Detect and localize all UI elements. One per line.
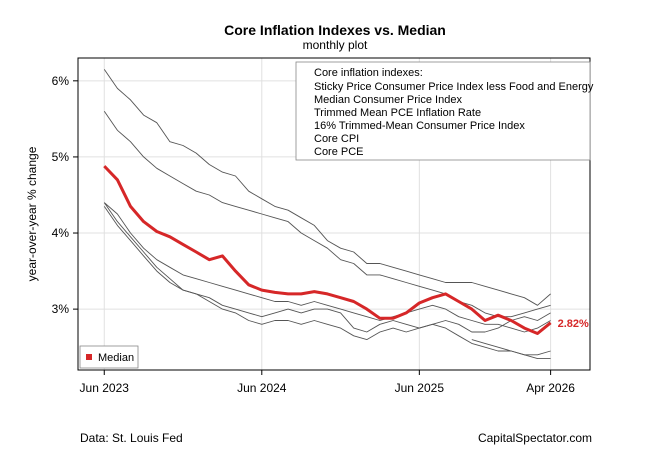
legend-entry: Core CPI — [314, 133, 359, 145]
plot-frame — [77, 57, 591, 371]
series-line-index-4 — [103, 206, 551, 333]
legend-entry: Core PCE — [314, 146, 364, 158]
y-axis: 3% 4% 5% 6% — [52, 74, 78, 316]
series-line-index-3 — [104, 202, 551, 333]
series-line-index-5 — [103, 202, 551, 356]
x-tick-label: Jun 2024 — [237, 381, 287, 395]
legend-box: Core inflation indexes: Sticky Price Con… — [295, 61, 594, 161]
chart-title: Core Inflation Indexes vs. Median — [224, 22, 446, 38]
series-group — [103, 69, 552, 360]
y-tick-label: 6% — [52, 74, 70, 88]
y-axis-label: year-over-year % change — [25, 146, 39, 281]
legend-entry: Median Consumer Price Index — [314, 94, 462, 106]
footer-source: Data: St. Louis Fed — [80, 431, 183, 445]
series-line-index-2 — [103, 111, 551, 318]
y-tick-label: 5% — [52, 150, 70, 164]
y-tick-label: 3% — [52, 302, 70, 316]
x-tick-label: Jun 2025 — [395, 381, 445, 395]
footer-brand: CapitalSpectator.com — [478, 431, 592, 445]
median-legend-swatch — [86, 354, 92, 360]
median-legend-frame — [79, 345, 139, 369]
chart-subtitle: monthly plot — [303, 38, 368, 52]
series-line-index-1 — [103, 69, 551, 306]
series-line-index-6 — [471, 339, 551, 360]
legend-entry: Sticky Price Consumer Price Index less F… — [314, 81, 594, 93]
x-tick-label: Jun 2023 — [80, 381, 130, 395]
legend-frame — [295, 61, 591, 161]
median-legend-label: Median — [98, 352, 134, 364]
median-end-label: 2.82% — [558, 318, 589, 330]
series-line-median — [103, 165, 552, 335]
y-tick-label: 4% — [52, 226, 70, 240]
legend-entry: Trimmed Mean PCE Inflation Rate — [314, 107, 481, 119]
legend-heading: Core inflation indexes: — [314, 67, 423, 79]
legend-entry: 16% Trimmed-Mean Consumer Price Index — [314, 120, 525, 132]
x-tick-label: Apr 2026 — [526, 381, 575, 395]
x-axis: Jun 2023 Jun 2024 Jun 2025 Apr 2026 — [80, 370, 575, 395]
median-legend: Median — [79, 345, 139, 369]
